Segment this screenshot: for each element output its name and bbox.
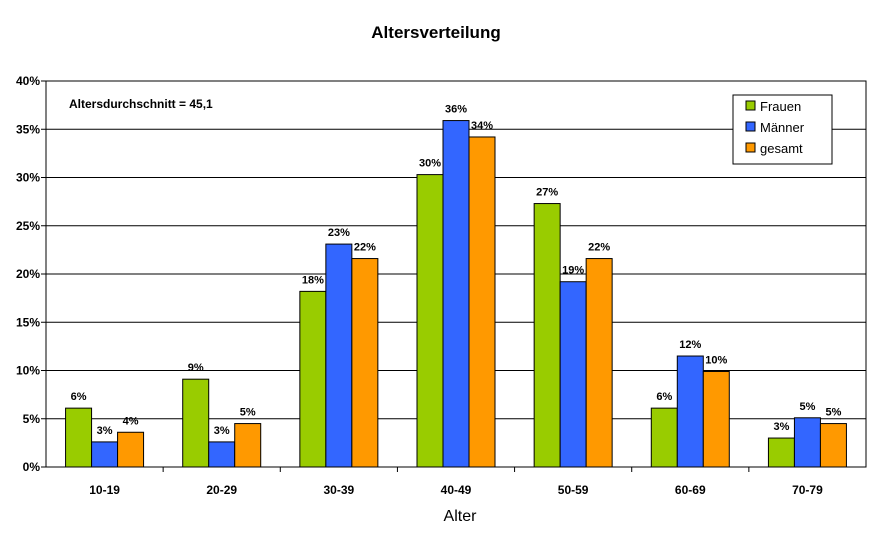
x-axis-ticks: 10-19 20-29 30-39 40-49 50-59 60-69 70-79 xyxy=(89,467,823,497)
bar-frauen xyxy=(650,407,678,468)
y-tick-label: 25% xyxy=(16,219,40,233)
data-label: 34% xyxy=(471,120,493,132)
bar-frauen xyxy=(299,290,327,468)
data-label: 10% xyxy=(705,354,727,366)
legend-label: gesamt xyxy=(760,141,803,156)
bar-frauen xyxy=(767,437,795,468)
bar-mnner xyxy=(442,120,470,468)
data-label: 36% xyxy=(445,104,467,116)
data-label: 30% xyxy=(419,158,441,170)
y-axis-ticks: 0% 5% 10% 15% 20% 25% 30% 35% 40% xyxy=(16,74,46,474)
x-tick-label: 70-79 xyxy=(792,483,823,497)
bar-frauen xyxy=(182,378,210,468)
y-tick-label: 5% xyxy=(23,412,41,426)
y-tick-label: 15% xyxy=(16,315,40,329)
data-label: 27% xyxy=(536,187,558,199)
data-label: 5% xyxy=(799,401,815,413)
x-tick-label: 30-39 xyxy=(324,483,355,497)
data-label: 9% xyxy=(188,362,204,374)
bar-mnner xyxy=(793,417,821,468)
bar-frauen xyxy=(533,203,561,468)
bar-mnner xyxy=(208,441,236,468)
y-tick-label: 35% xyxy=(16,122,40,136)
data-label: 3% xyxy=(214,425,230,437)
data-label: 22% xyxy=(354,242,376,254)
y-tick-label: 20% xyxy=(16,267,40,281)
bar-mnner xyxy=(325,243,353,468)
bar-gesamt xyxy=(234,423,262,468)
bar-frauen xyxy=(416,174,444,468)
data-labels: 6% 3% 4% 9% 3% 5% 18% 23% 22% 30% 36% 34% 27% 19% 22% 6… xyxy=(71,104,842,437)
x-tick-label: 10-19 xyxy=(89,483,120,497)
x-tick-label: 40-49 xyxy=(441,483,472,497)
chart-title: Altersverteilung xyxy=(371,23,500,42)
data-label: 6% xyxy=(656,391,672,403)
x-axis-label: Alter xyxy=(444,508,478,525)
legend-label: Männer xyxy=(760,120,805,135)
bar-gesamt xyxy=(468,136,496,468)
bars xyxy=(65,120,847,468)
data-label: 18% xyxy=(302,274,324,286)
legend-swatch xyxy=(745,142,756,153)
data-label: 4% xyxy=(123,415,139,427)
legend-swatch xyxy=(745,100,756,111)
data-label: 22% xyxy=(588,242,610,254)
x-tick-label: 20-29 xyxy=(206,483,237,497)
data-label: 3% xyxy=(97,425,113,437)
data-label: 5% xyxy=(825,407,841,419)
y-tick-label: 40% xyxy=(16,74,40,88)
y-tick-label: 30% xyxy=(16,171,40,185)
x-tick-label: 60-69 xyxy=(675,483,706,497)
y-tick-label: 0% xyxy=(23,460,41,474)
data-label: 19% xyxy=(562,265,584,277)
average-age-annotation: Altersdurchschnitt = 45,1 xyxy=(69,97,213,111)
x-tick-label: 50-59 xyxy=(558,483,589,497)
bar-frauen xyxy=(65,407,93,468)
bar-mnner xyxy=(91,441,119,468)
legend-swatch xyxy=(745,121,756,132)
bar-gesamt xyxy=(117,431,145,468)
data-label: 5% xyxy=(240,407,256,419)
legend-label: Frauen xyxy=(760,99,801,114)
bar-gesamt xyxy=(351,258,379,468)
y-tick-label: 10% xyxy=(16,364,40,378)
bar-mnner xyxy=(676,355,704,468)
data-label: 6% xyxy=(71,391,87,403)
bar-gesamt xyxy=(585,258,613,468)
data-label: 3% xyxy=(773,421,789,433)
bar-gesamt xyxy=(819,423,847,468)
bar-gesamt xyxy=(702,370,730,468)
legend: Frauen Männer gesamt xyxy=(732,94,833,165)
data-label: 23% xyxy=(328,227,350,239)
bar-mnner xyxy=(559,281,587,468)
data-label: 12% xyxy=(679,339,701,351)
